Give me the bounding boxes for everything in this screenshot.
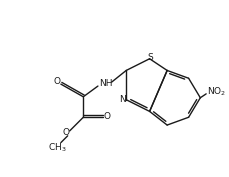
Text: O: O xyxy=(103,112,110,121)
Text: NH: NH xyxy=(99,79,112,88)
Text: O: O xyxy=(53,77,60,86)
Text: N: N xyxy=(119,95,126,104)
Text: CH$_3$: CH$_3$ xyxy=(48,141,66,154)
Text: O: O xyxy=(62,128,69,137)
Text: NO$_2$: NO$_2$ xyxy=(207,86,226,98)
Text: S: S xyxy=(148,53,153,62)
